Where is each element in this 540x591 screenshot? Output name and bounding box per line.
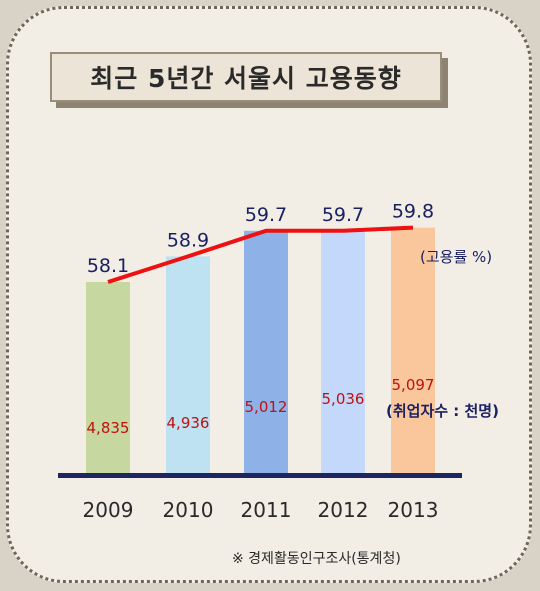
bar-2012 <box>321 230 365 476</box>
bar-2013 <box>391 227 435 476</box>
x-tick-2011: 2011 <box>241 498 292 522</box>
baseline <box>58 473 462 478</box>
employment-rate-line <box>107 225 414 284</box>
bar-2011 <box>244 230 288 476</box>
x-tick-2012: 2012 <box>318 498 369 522</box>
x-tick-2010: 2010 <box>163 498 214 522</box>
x-tick-2013: 2013 <box>388 498 439 522</box>
count-label-2009: 4,835 <box>87 419 130 437</box>
chart-title: 최근 5년간 서울시 고용동향 <box>50 52 442 102</box>
rate-label-2009: 58.1 <box>87 255 129 277</box>
rate-unit-label: (고용률 %) <box>420 248 492 266</box>
count-unit-label: (취업자수 : 천명) <box>386 402 499 420</box>
bar-2009 <box>86 282 130 476</box>
count-label-2011: 5,012 <box>245 398 288 416</box>
rate-label-2012: 59.7 <box>322 204 364 226</box>
rate-label-2011: 59.7 <box>245 204 287 226</box>
bar-2010 <box>166 256 210 476</box>
rate-label-2013: 59.8 <box>392 201 434 223</box>
count-label-2010: 4,936 <box>167 414 210 432</box>
source-note: ※ 경제활동인구조사(통계청) <box>232 551 401 567</box>
rate-label-2010: 58.9 <box>167 229 209 251</box>
count-label-2012: 5,036 <box>322 390 365 408</box>
x-tick-2009: 2009 <box>83 498 134 522</box>
count-label-2013: 5,097 <box>392 376 435 394</box>
